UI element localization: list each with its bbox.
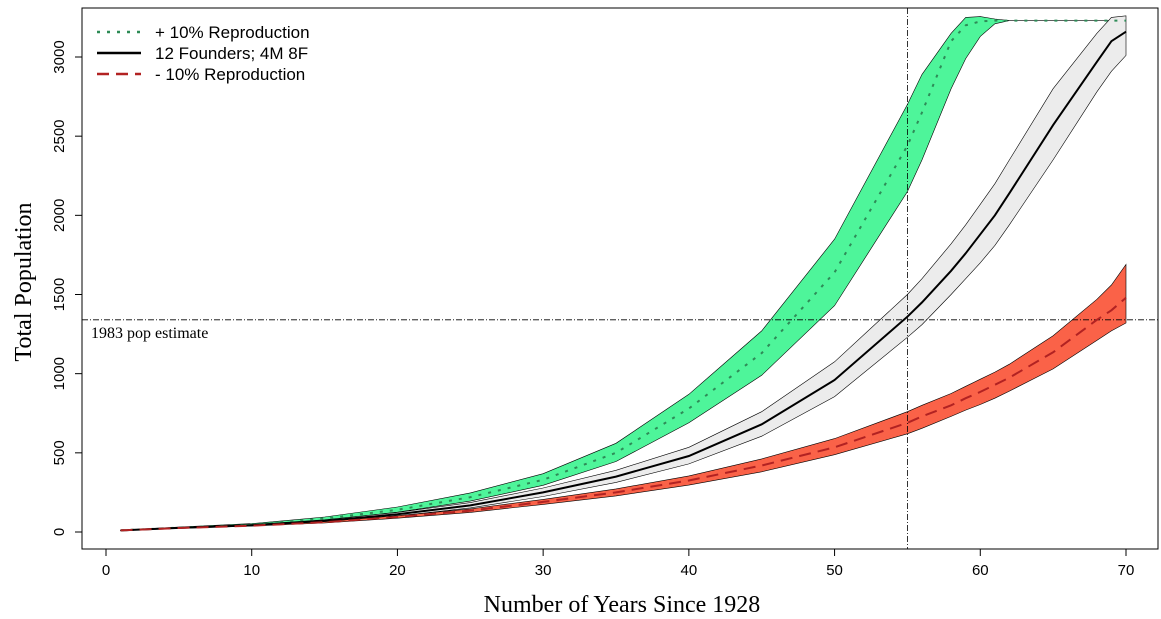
x-tick-label: 40 — [681, 562, 698, 579]
x-tick-label: 50 — [826, 562, 843, 579]
mean-line-series-2 — [120, 296, 1127, 532]
legend: + 10% Reproduction 12 Founders; 4M 8F - 10… — [97, 23, 310, 84]
y-tick-label: 3000 — [51, 40, 68, 73]
mean-line-series-0 — [120, 19, 1126, 532]
axes: 0 10 20 30 40 50 60 70 0 500 1000 1500 2000 2500 3000 — [51, 7, 1159, 579]
reference-line-label: 1983 pop estimate — [91, 325, 208, 342]
x-tick-label: 10 — [243, 562, 260, 579]
band-series-1 — [120, 15, 1127, 531]
x-tick-label: 20 — [389, 562, 406, 579]
confidence-bands — [120, 15, 1127, 531]
band-series-2 — [120, 263, 1127, 531]
band-series-0 — [120, 16, 1126, 531]
y-tick-label: 2500 — [51, 119, 68, 152]
x-axis-title: Number of Years Since 1928 — [484, 592, 761, 618]
mean-line-series-1 — [120, 30, 1127, 532]
legend-label-series-0: + 10% Reproduction — [155, 23, 310, 42]
x-tick-label: 60 — [972, 562, 989, 579]
y-tick-label: 2000 — [51, 199, 68, 232]
y-axis-title: Total Population — [11, 203, 37, 362]
x-tick-label: 30 — [535, 562, 552, 579]
reference-lines: 1983 pop estimate — [82, 8, 1158, 549]
x-tick-label: 70 — [1118, 562, 1135, 579]
plot-frame — [81, 7, 1159, 550]
y-tick-label: 0 — [51, 528, 68, 536]
y-tick-label: 1000 — [51, 357, 68, 390]
y-tick-label: 1500 — [51, 278, 68, 311]
legend-label-series-1: 12 Founders; 4M 8F — [155, 44, 308, 63]
legend-label-series-2: - 10% Reproduction — [155, 65, 305, 84]
y-tick-label: 500 — [51, 440, 68, 465]
mean-lines — [120, 19, 1127, 532]
x-tick-label: 0 — [102, 562, 110, 579]
